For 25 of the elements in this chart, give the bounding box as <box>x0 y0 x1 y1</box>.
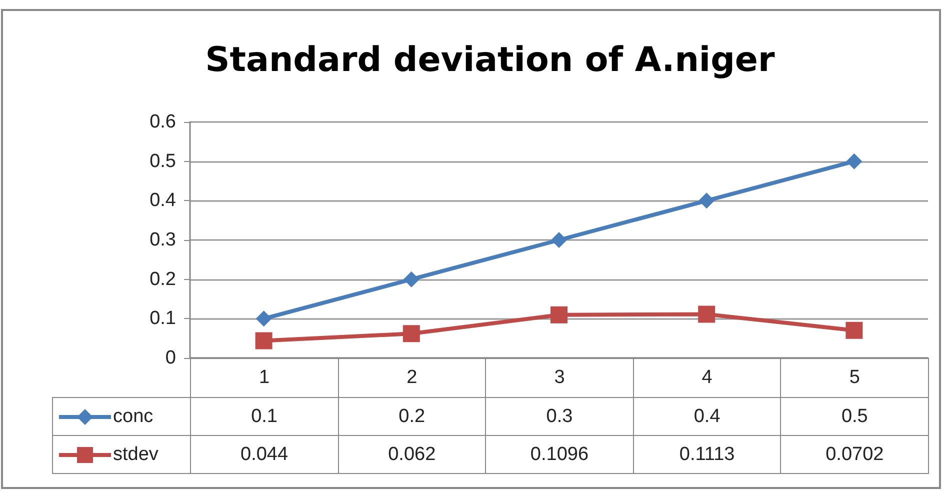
data-label: 0.3 <box>486 398 634 436</box>
chart-title: Standard deviation of A.niger <box>205 40 775 80</box>
x-tick-label: 3 <box>486 358 634 398</box>
x-tick-label: 4 <box>633 358 781 398</box>
y-tick-label: 0.3 <box>150 230 176 250</box>
legend-label: conc <box>113 406 154 428</box>
data-label: 0.1096 <box>486 436 634 474</box>
data-label: 0.062 <box>338 436 486 474</box>
y-tick-label: 0.6 <box>150 112 176 132</box>
data-label: 0.1113 <box>633 436 781 474</box>
data-label: 0.0702 <box>780 436 928 474</box>
data-label: 0.5 <box>780 398 928 436</box>
data-label: 0.044 <box>190 436 338 474</box>
y-tick-label: 0.5 <box>150 150 176 172</box>
data-label: 0.4 <box>633 398 781 436</box>
data-label: 0.2 <box>338 398 486 436</box>
y-tick-label: 0.1 <box>150 308 176 330</box>
y-tick-label: 0.4 <box>150 190 176 212</box>
y-tick-label: 0 <box>165 348 176 368</box>
x-tick-label: 2 <box>338 358 486 398</box>
x-tick-label: 1 <box>190 358 338 398</box>
data-label: 0.1 <box>190 398 338 436</box>
legend-label: stdev <box>113 444 158 466</box>
y-tick-label: 0.2 <box>150 268 176 290</box>
x-tick-label: 5 <box>780 358 928 398</box>
